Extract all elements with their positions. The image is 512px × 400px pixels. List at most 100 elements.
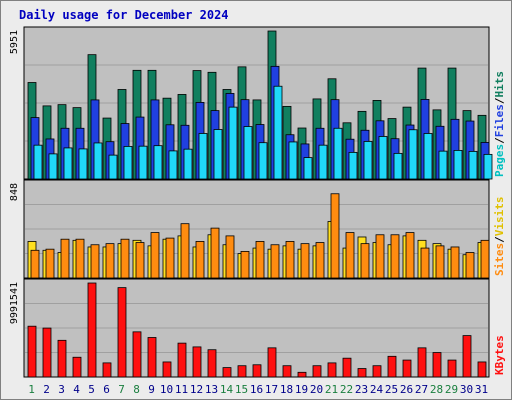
x-tick-label-day-13: 13 (205, 383, 218, 396)
bar-sites-day-4 (75, 238, 85, 279)
x-tick-label-day-7: 7 (118, 383, 125, 396)
bar-kbytes-day-12 (192, 346, 202, 378)
y-max-label-top: 5951 (9, 30, 20, 54)
bar-sites-day-14 (225, 235, 235, 279)
x-tick-label-day-6: 6 (103, 383, 110, 396)
bar-kbytes-day-9 (147, 337, 157, 378)
bar-pages-day-25 (393, 152, 403, 180)
bar-kbytes-day-30 (462, 335, 472, 378)
bar-kbytes-day-24 (372, 365, 382, 378)
bar-sites-day-18 (285, 241, 295, 279)
bar-sites-day-1 (30, 249, 40, 279)
bar-kbytes-day-4 (72, 356, 82, 378)
bar-pages-day-18 (288, 141, 298, 180)
x-tick-label-day-26: 26 (400, 383, 413, 396)
bar-sites-day-7 (120, 238, 130, 279)
bar-sites-day-10 (165, 237, 175, 279)
x-tick-label-day-24: 24 (370, 383, 384, 396)
bar-sites-day-23 (360, 243, 370, 279)
bar-pages-day-10 (168, 150, 178, 180)
x-tick-label-day-22: 22 (340, 383, 353, 396)
bar-pages-day-24 (378, 136, 388, 180)
x-tick-label-day-30: 30 (460, 383, 473, 396)
bar-kbytes-day-23 (357, 368, 367, 378)
bar-sites-day-2 (45, 248, 55, 279)
bar-pages-day-12 (198, 133, 208, 180)
x-tick-label-day-21: 21 (325, 383, 338, 396)
x-tick-label-day-31: 31 (475, 383, 488, 396)
bar-kbytes-day-1 (27, 325, 37, 378)
bar-sites-day-31 (480, 239, 490, 279)
bar-pages-day-19 (303, 157, 313, 180)
bar-sites-day-19 (300, 243, 310, 279)
x-tick-label-day-14: 14 (220, 383, 234, 396)
bar-sites-day-15 (240, 250, 250, 279)
bar-pages-day-9 (153, 145, 163, 180)
bar-pages-day-6 (108, 154, 118, 180)
legend-bottom: KBytes (493, 335, 506, 375)
y-max-label-bottom: 9991541 (9, 282, 20, 324)
bar-kbytes-day-25 (387, 355, 397, 378)
x-tick-label-day-16: 16 (250, 383, 263, 396)
bar-pages-day-11 (183, 148, 193, 180)
bar-sites-day-12 (195, 241, 205, 279)
chart-title: Daily usage for December 2024 (19, 8, 229, 22)
x-tick-label-day-19: 19 (295, 383, 308, 396)
bar-sites-day-13 (210, 227, 220, 279)
bar-sites-day-25 (390, 234, 400, 279)
x-tick-label-day-29: 29 (445, 383, 458, 396)
bar-pages-day-26 (408, 129, 418, 180)
bar-sites-day-9 (150, 232, 160, 279)
bar-pages-day-28 (438, 150, 448, 180)
bar-sites-day-21 (330, 193, 340, 279)
bar-pages-day-21 (333, 127, 343, 180)
bar-kbytes-day-3 (57, 339, 67, 378)
bar-pages-day-1 (33, 144, 43, 180)
x-tick-label-day-9: 9 (148, 383, 155, 396)
x-tick-label-day-3: 3 (58, 383, 65, 396)
bar-pages-day-23 (363, 141, 373, 180)
bar-sites-day-26 (405, 232, 415, 279)
bar-kbytes-day-16 (252, 364, 262, 378)
x-tick-label-day-10: 10 (160, 383, 173, 396)
bar-pages-day-27 (423, 133, 433, 180)
y-max-label-middle: 848 (9, 183, 20, 201)
bar-pages-day-14 (228, 106, 238, 180)
bar-pages-day-22 (348, 151, 358, 180)
bar-sites-day-27 (420, 247, 430, 279)
bar-pages-day-7 (123, 146, 133, 180)
bar-pages-day-31 (483, 153, 493, 180)
bar-pages-day-8 (138, 145, 148, 180)
bar-pages-day-13 (213, 129, 223, 180)
bar-kbytes-day-26 (402, 359, 412, 378)
bar-kbytes-day-28 (432, 352, 442, 378)
bar-pages-day-2 (48, 153, 58, 180)
x-tick-label-day-27: 27 (415, 383, 428, 396)
bar-sites-day-28 (435, 245, 445, 279)
x-tick-label-day-18: 18 (280, 383, 293, 396)
bar-kbytes-day-7 (117, 287, 127, 378)
bar-kbytes-day-13 (207, 349, 217, 378)
bar-sites-day-24 (375, 234, 385, 279)
bar-sites-day-22 (345, 232, 355, 279)
x-tick-label-day-11: 11 (175, 383, 188, 396)
x-tick-label-day-23: 23 (355, 383, 368, 396)
bar-pages-day-5 (93, 142, 103, 180)
bar-pages-day-16 (258, 142, 268, 180)
bar-kbytes-day-22 (342, 357, 352, 378)
x-tick-label-day-1: 1 (28, 383, 35, 396)
x-tick-label-day-15: 15 (235, 383, 248, 396)
bar-sites-day-16 (255, 241, 265, 279)
bar-kbytes-day-17 (267, 347, 277, 378)
bar-kbytes-day-10 (162, 361, 172, 378)
bar-sites-day-11 (180, 223, 190, 279)
x-tick-label-day-28: 28 (430, 383, 443, 396)
bar-kbytes-day-18 (282, 365, 292, 378)
x-tick-label-day-12: 12 (190, 383, 203, 396)
bar-kbytes-day-5 (87, 282, 97, 378)
x-tick-label-day-4: 4 (73, 383, 80, 396)
bar-sites-day-3 (60, 238, 70, 279)
bar-pages-day-15 (243, 126, 253, 180)
x-tick-label-day-17: 17 (265, 383, 278, 396)
